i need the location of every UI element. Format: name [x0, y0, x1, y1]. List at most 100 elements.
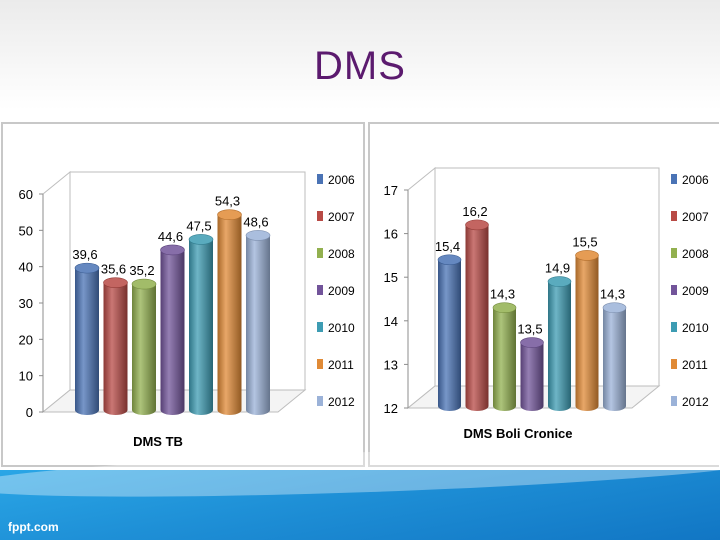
bar-2011	[575, 250, 599, 411]
legend: 2006 2007 2008 2009 2010 2011 2012	[671, 173, 709, 409]
legend-swatch	[317, 322, 323, 332]
x-axis-label: DMS Boli Cronice	[463, 426, 572, 441]
legend-item: 2011	[317, 358, 354, 372]
legend-swatch	[671, 248, 677, 258]
legend-item: 2009	[317, 284, 355, 298]
chart-panel-dms-boli-cronice: 12 13 14 15 16 17 15,4 16,2 14,3 13,5 14,9 15,5 14,3…	[368, 122, 719, 467]
legend-item: 2008	[317, 247, 355, 261]
legend-swatch	[671, 174, 677, 184]
legend-label: 2012	[328, 395, 355, 409]
y-tick-label: 60	[19, 187, 33, 202]
legend-label: 2011	[682, 358, 708, 372]
y-axis: 0 10 20 30 40 50 60	[19, 187, 44, 420]
chart-dms-boli-cronice: 12 13 14 15 16 17 15,4 16,2 14,3 13,5 14,915,5 14,3…	[384, 166, 709, 441]
legend-label: 2007	[328, 210, 355, 224]
legend-label: 2006	[682, 173, 709, 187]
legend-label: 2008	[328, 247, 355, 261]
y-tick-label: 13	[384, 357, 398, 372]
bar-2007	[465, 219, 489, 411]
data-label: 15,4	[435, 239, 460, 254]
y-tick-label: 50	[19, 223, 33, 238]
legend-item: 2006	[671, 173, 709, 187]
legend-swatch	[671, 285, 677, 295]
legend-label: 2012	[682, 395, 709, 409]
y-tick-label: 14	[384, 314, 398, 329]
data-label: 44,6	[158, 229, 183, 244]
bar-2008	[492, 302, 517, 411]
legend-swatch	[671, 322, 677, 332]
legend-label: 2010	[682, 321, 709, 335]
legend-label: 2009	[328, 284, 355, 298]
legend-swatch	[317, 174, 323, 184]
side-wall	[407, 166, 436, 410]
bar-2007	[103, 277, 128, 415]
data-label: 15,5	[572, 234, 597, 249]
legend-label: 2008	[682, 247, 709, 261]
legend-swatch	[317, 285, 323, 295]
y-tick-label: 15	[384, 270, 398, 285]
data-label: 48,6	[243, 214, 268, 229]
bar-2006	[74, 262, 100, 415]
legend-swatch	[671, 359, 677, 369]
y-tick-label: 40	[19, 260, 33, 275]
chart-dms-tb: 0 10 20 30 40 50 60 39,6 35,6 35,2 44,647,5 54,348,…	[19, 170, 355, 449]
bar-2010	[547, 276, 572, 411]
legend-item: 2006	[317, 173, 355, 187]
data-label: 54,3	[215, 194, 240, 209]
data-label: 39,6	[72, 247, 97, 262]
bars: 39,6 35,6 35,2 44,647,5 54,348,6	[72, 194, 271, 415]
data-label: 35,2	[129, 263, 154, 278]
y-tick-label: 0	[26, 405, 33, 420]
legend-swatch	[671, 396, 677, 406]
legend-item: 2010	[671, 321, 709, 335]
legend-label: 2007	[682, 210, 709, 224]
y-axis: 12 13 14 15 16 17	[384, 183, 409, 416]
chart-panel-dms-tb: 0 10 20 30 40 50 60 39,6 35,6 35,2 44,6 47,5 54,3 48,…	[1, 122, 365, 467]
legend-label: 2006	[328, 173, 355, 187]
data-label: 35,6	[101, 262, 126, 277]
footer-label: fppt.com	[8, 520, 59, 534]
legend-item: 2011	[671, 358, 708, 372]
legend-label: 2009	[682, 284, 709, 298]
bar-2010	[188, 234, 214, 415]
data-label: 14,9	[545, 261, 570, 276]
legend-swatch	[317, 396, 323, 406]
bar-2006	[437, 254, 462, 411]
x-axis-label: DMS TB	[133, 434, 183, 449]
legend-label: 2011	[328, 358, 354, 372]
y-tick-label: 10	[19, 369, 33, 384]
legend-item: 2008	[671, 247, 709, 261]
bar-2009	[160, 244, 185, 415]
legend-item: 2010	[317, 321, 355, 335]
bar-2012	[602, 302, 627, 411]
data-label: 14,3	[600, 287, 625, 302]
legend-item: 2007	[317, 210, 355, 224]
legend-item: 2007	[671, 210, 709, 224]
legend-item: 2012	[671, 395, 709, 409]
footer-band	[0, 470, 720, 540]
y-tick-label: 16	[384, 227, 398, 242]
legend-swatch	[317, 248, 323, 258]
bars: 15,4 16,2 14,3 13,5 14,915,5 14,3	[435, 204, 627, 411]
y-tick-label: 17	[384, 183, 398, 198]
data-label: 13,5	[517, 322, 542, 337]
bar-2008	[131, 278, 157, 415]
bar-2012	[245, 230, 271, 415]
data-label: 14,3	[490, 287, 515, 302]
legend-swatch	[317, 211, 323, 221]
legend-swatch	[671, 211, 677, 221]
legend: 2006 2007 2008 2009 2010 2011 2012	[317, 173, 355, 409]
legend-label: 2010	[328, 321, 355, 335]
y-tick-label: 20	[19, 332, 33, 347]
y-tick-label: 30	[19, 296, 33, 311]
legend-swatch	[317, 359, 323, 369]
bar-2011	[217, 209, 242, 415]
y-tick-label: 12	[384, 401, 398, 416]
legend-item: 2012	[317, 395, 355, 409]
bar-2009	[520, 337, 544, 411]
data-label: 47,5	[186, 218, 211, 233]
legend-item: 2009	[671, 284, 709, 298]
slide-title: DMS	[314, 44, 406, 88]
side-wall	[42, 170, 71, 414]
data-label: 16,2	[462, 204, 487, 219]
